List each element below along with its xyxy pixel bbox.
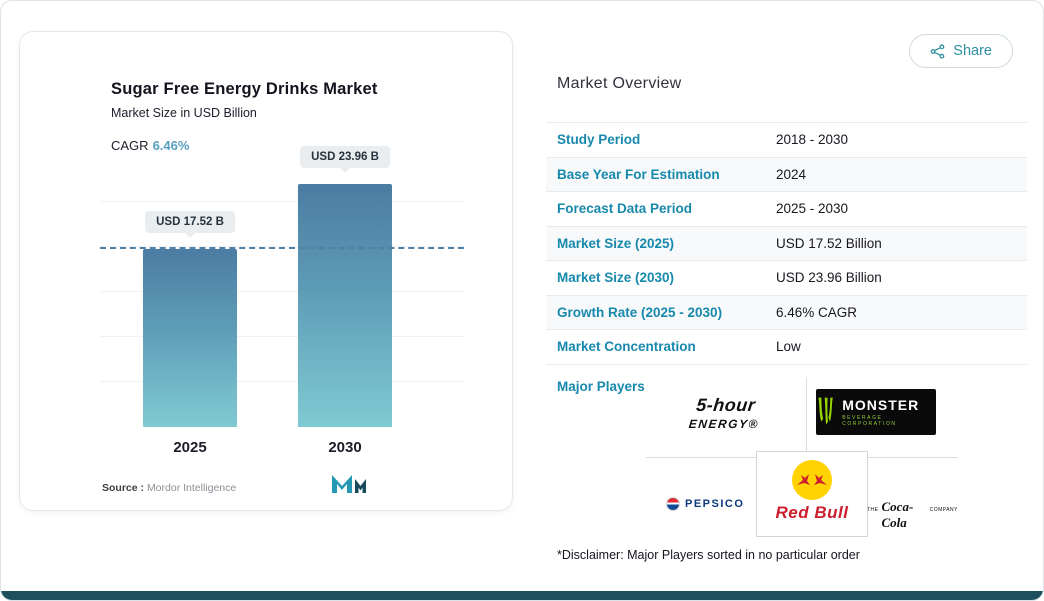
mordor-intelligence-logo bbox=[330, 474, 368, 499]
coca-cola-pre: THE bbox=[867, 507, 879, 513]
player-logo-5-hour-energy: 5-hour ENERGY® bbox=[688, 395, 762, 431]
bar-chart: USD 17.52 B USD 23.96 B 2025 2030 bbox=[90, 146, 474, 456]
row-value: USD 17.52 Billion bbox=[776, 235, 882, 251]
x-axis-label-2030: 2030 bbox=[328, 439, 362, 456]
gridline bbox=[100, 381, 464, 382]
row-value: 2025 - 2030 bbox=[776, 201, 849, 217]
monster-claw-icon bbox=[818, 397, 833, 425]
red-bull-wordmark: Red Bull bbox=[775, 503, 849, 522]
table-row: Forecast Data Period 2025 - 2030 bbox=[546, 192, 1027, 227]
cagr-line: CAGR 6.46% bbox=[111, 138, 189, 153]
row-label-market-size-2025[interactable]: Market Size (2025) bbox=[557, 235, 675, 251]
monster-subtext: BEVERAGE CORPORATION bbox=[842, 415, 897, 427]
coca-cola-post: COMPANY bbox=[929, 507, 958, 513]
bar-value-label-2025: USD 17.52 B bbox=[145, 211, 235, 233]
table-row: Market Size (2030) USD 23.96 Billion bbox=[546, 261, 1027, 296]
mordor-logo-icon bbox=[332, 475, 366, 493]
gridline bbox=[100, 201, 464, 202]
pepsico-wordmark: PEPSICO bbox=[685, 498, 745, 510]
reference-line bbox=[100, 247, 464, 249]
row-label-growth-rate[interactable]: Growth Rate (2025 - 2030) bbox=[557, 304, 723, 320]
row-label-market-concentration[interactable]: Market Concentration bbox=[557, 339, 696, 355]
row-value: Low bbox=[776, 339, 801, 355]
x-axis-label-2025: 2025 bbox=[173, 439, 207, 456]
bar-2025 bbox=[143, 249, 237, 427]
player-logo-coca-cola: THE Coca-Cola COMPANY bbox=[867, 499, 958, 531]
table-row: Growth Rate (2025 - 2030) 6.46% CAGR bbox=[546, 295, 1027, 330]
bar-value-label-2030: USD 23.96 B bbox=[300, 146, 390, 168]
player-logo-red-bull: Red Bull bbox=[756, 451, 868, 537]
monster-wordmark: MONSTER bbox=[842, 397, 920, 413]
source-attribution: Source : Mordor Intelligence bbox=[102, 482, 236, 494]
disclaimer-text: *Disclaimer: Major Players sorted in no … bbox=[557, 548, 860, 562]
pepsi-globe-icon bbox=[666, 497, 680, 511]
source-value: Mordor Intelligence bbox=[146, 482, 237, 494]
coca-cola-wordmark: Coca-Cola bbox=[881, 499, 914, 530]
row-value: 2024 bbox=[776, 166, 807, 182]
chart-card: Sugar Free Energy Drinks Market Market S… bbox=[19, 31, 513, 511]
major-players-label: Major Players bbox=[557, 379, 645, 394]
gridline bbox=[100, 336, 464, 337]
row-label-study-period[interactable]: Study Period bbox=[557, 132, 641, 148]
cagr-label: CAGR bbox=[111, 138, 149, 153]
five-hour-line1: 5-hour bbox=[695, 395, 757, 415]
gridline bbox=[100, 291, 464, 292]
bar-value-text: USD 17.52 B bbox=[156, 216, 224, 228]
red-bull-sun-icon bbox=[792, 460, 832, 500]
players-divider-vertical bbox=[806, 377, 807, 457]
share-button[interactable]: Share bbox=[909, 34, 1013, 68]
share-icon bbox=[930, 43, 945, 59]
source-label: Source : bbox=[102, 482, 145, 494]
footer-accent-bar bbox=[1, 591, 1043, 600]
player-logo-monster: MONSTER BEVERAGE CORPORATION bbox=[816, 389, 936, 435]
share-button-label: Share bbox=[953, 43, 992, 59]
player-logo-pepsico: PEPSICO bbox=[666, 497, 744, 511]
row-label-forecast-period[interactable]: Forecast Data Period bbox=[557, 201, 693, 217]
row-label-market-size-2030[interactable]: Market Size (2030) bbox=[557, 270, 675, 286]
row-value: 2018 - 2030 bbox=[776, 132, 849, 148]
bar-value-text: USD 23.96 B bbox=[311, 151, 379, 163]
row-value: 6.46% CAGR bbox=[776, 304, 858, 320]
chart-title: Sugar Free Energy Drinks Market bbox=[111, 80, 378, 98]
red-bull-bulls-icon bbox=[797, 474, 827, 485]
table-row: Market Concentration Low bbox=[546, 330, 1027, 365]
bar-2030 bbox=[298, 184, 392, 427]
row-label-base-year[interactable]: Base Year For Estimation bbox=[557, 166, 720, 182]
gridline bbox=[100, 246, 464, 247]
market-overview-table: Study Period 2018 - 2030 Base Year For E… bbox=[546, 122, 1027, 365]
row-value: USD 23.96 Billion bbox=[776, 270, 882, 286]
table-row: Study Period 2018 - 2030 bbox=[546, 123, 1027, 158]
major-players-grid: 5-hour ENERGY® MONSTER BEVERAGE CORPORAT… bbox=[646, 377, 958, 541]
table-row: Market Size (2025) USD 17.52 Billion bbox=[546, 226, 1027, 261]
table-row: Base Year For Estimation 2024 bbox=[546, 157, 1027, 192]
cagr-value: 6.46% bbox=[152, 138, 190, 153]
chart-subtitle: Market Size in USD Billion bbox=[111, 106, 257, 120]
market-overview-title: Market Overview bbox=[557, 75, 682, 92]
five-hour-line2: ENERGY® bbox=[688, 417, 760, 431]
